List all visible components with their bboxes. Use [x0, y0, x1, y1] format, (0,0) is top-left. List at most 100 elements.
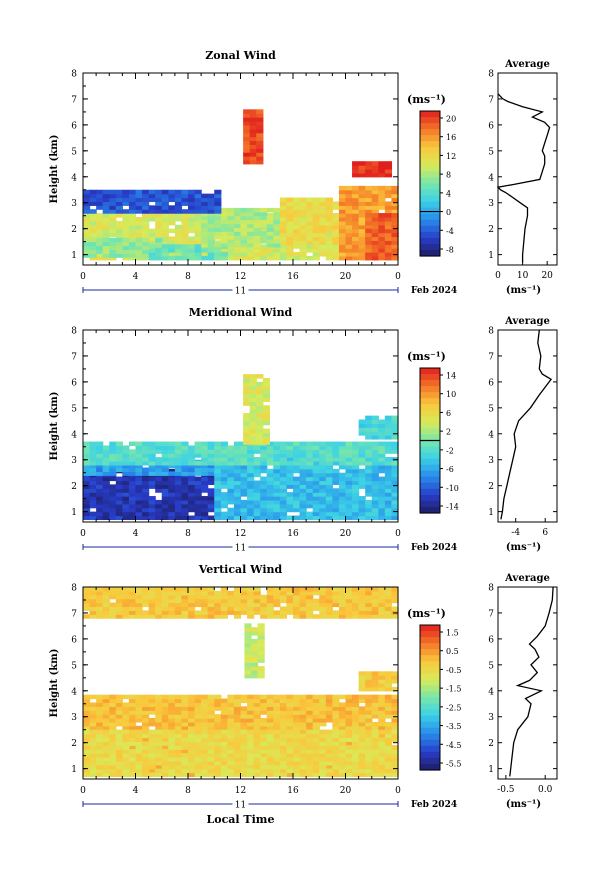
zonal-heatmap-cell — [89, 228, 97, 234]
zonal-heatmap-cell — [332, 224, 340, 230]
zonal-heatmap-cell — [391, 217, 399, 222]
vertical-heatmap-cell — [220, 587, 228, 592]
meridional-heatmap-cell — [161, 467, 169, 473]
vertical-heatmap-cell — [161, 698, 169, 704]
meridional-heatmap-cell — [352, 492, 360, 497]
meridional-heatmap-cell — [122, 476, 130, 482]
vertical-heatmap-cell — [148, 760, 156, 766]
meridional-heatmap-cell — [266, 496, 274, 501]
meridional-heatmap-cell — [293, 507, 301, 513]
zonal-heatmap-cell — [358, 217, 366, 222]
vertical-heatmap-cell — [227, 718, 235, 723]
vertical-heatmap-cell — [306, 610, 314, 615]
meridional-heatmap-cell — [207, 467, 215, 473]
zonal-heatmap-cell — [312, 232, 320, 238]
meridional-heatmap-cell — [220, 453, 228, 458]
zonal-heatmap-cell — [155, 220, 163, 226]
zonal-heatmap-cell — [181, 193, 189, 199]
vertical-heatmap-cell — [96, 729, 104, 735]
meridional-heatmap-cell — [89, 467, 97, 473]
vertical-heatmap-cell — [207, 694, 215, 700]
meridional-heatmap-cell — [286, 472, 294, 478]
vertical-heatmap-cell — [240, 756, 248, 762]
vertical-heatmap-cell — [306, 602, 314, 608]
zonal-heatmap-cell — [273, 252, 281, 257]
meridional-heatmap-cell — [391, 503, 399, 509]
meridional-heatmap-cell — [279, 496, 288, 501]
vertical-heatmap-cell — [220, 760, 228, 766]
zonal-heatmap-cell — [227, 239, 235, 244]
vertical-heatmap-cell — [371, 675, 379, 680]
zonal-heatmap-cell — [352, 224, 360, 230]
meridional-heatmap-cell — [299, 449, 307, 454]
vertical-heatmap-cell — [338, 756, 347, 762]
vertical-heatmap-cell — [109, 768, 117, 774]
meridional-heatmap-cell — [168, 468, 176, 474]
meridional-heatmap-cell — [345, 488, 353, 493]
vertical-heatmap-cell — [161, 718, 169, 723]
meridional-heatmap-cell — [102, 463, 110, 469]
zonal-heatmap-cell — [89, 209, 97, 214]
meridional-heatmap-cell — [273, 472, 281, 478]
vertical-heatmap-cell — [266, 768, 274, 774]
vertical-heatmap-cell — [220, 721, 228, 727]
vertical-heatmap-cell — [115, 729, 123, 735]
vertical-heatmap-cell — [122, 741, 130, 746]
vertical-heatmap-cell — [194, 756, 202, 762]
vertical-heatmap-cell — [161, 694, 169, 700]
meridional-heatmap-cell — [319, 453, 327, 458]
vertical-colorbar-swatch — [420, 733, 440, 741]
vertical-heatmap-cell — [96, 702, 104, 707]
vertical-heatmap-cell — [240, 733, 248, 739]
zonal-x-tick-label: 0 — [395, 272, 401, 282]
zonal-heatmap-cell — [312, 220, 320, 226]
vertical-heatmap-cell — [293, 733, 301, 739]
meridional-heatmap-cell — [115, 445, 123, 450]
vertical-heatmap-cell — [384, 606, 393, 611]
vertical-heatmap-cell — [214, 702, 222, 707]
vertical-heatmap-cell — [155, 737, 163, 742]
meridional-heatmap-cell — [266, 472, 274, 478]
zonal-heatmap-cell — [319, 244, 327, 249]
meridional-heatmap-cell — [345, 503, 353, 509]
vertical-heatmap-cell — [109, 718, 117, 723]
vertical-heatmap-cell — [260, 768, 268, 774]
vertical-heatmap-cell — [83, 729, 91, 735]
vertical-heatmap-cell — [174, 733, 183, 739]
vertical-heatmap-cell — [161, 741, 169, 746]
zonal-y-tick-label: 7 — [71, 95, 77, 105]
zonal-heatmap-cell — [384, 248, 393, 253]
meridional-heatmap-cell — [135, 449, 143, 454]
meridional-heatmap-cell — [371, 453, 379, 458]
meridional-month-label: Feb 2024 — [411, 543, 457, 553]
meridional-heatmap-cell — [188, 515, 196, 521]
meridional-colorbar-tick-label: -6 — [446, 465, 454, 474]
vertical-heatmap-cell — [109, 756, 117, 762]
zonal-heatmap-cell — [365, 205, 373, 210]
meridional-heatmap-cell — [122, 445, 130, 450]
zonal-heatmap-cell — [148, 193, 156, 199]
zonal-heatmap-cell — [161, 240, 169, 245]
meridional-heatmap-cell — [345, 461, 353, 466]
vertical-heatmap-cell — [220, 598, 228, 604]
meridional-heatmap-cell — [148, 496, 156, 501]
meridional-heatmap-cell — [279, 468, 288, 474]
vertical-heatmap-cell — [207, 745, 215, 750]
meridional-heatmap-cell — [155, 441, 163, 447]
vertical-heatmap-cell — [168, 768, 176, 774]
vertical-heatmap-cell — [233, 706, 242, 711]
zonal-heatmap-cell — [161, 201, 169, 206]
vertical-heatmap-cell — [135, 710, 143, 715]
zonal-heatmap-cell — [220, 223, 228, 228]
zonal-y-tick-label: 8 — [71, 70, 77, 80]
vertical-heatmap-cell — [332, 702, 340, 707]
zonal-heatmap-cell — [102, 220, 110, 226]
vertical-heatmap-cell — [371, 614, 379, 619]
zonal-heatmap-cell — [332, 244, 340, 249]
meridional-heatmap-cell — [273, 488, 281, 493]
vertical-heatmap-cell — [332, 772, 340, 778]
vertical-heatmap-cell — [338, 718, 347, 723]
zonal-heatmap-cell — [174, 240, 183, 245]
vertical-heatmap-cell — [384, 587, 393, 592]
